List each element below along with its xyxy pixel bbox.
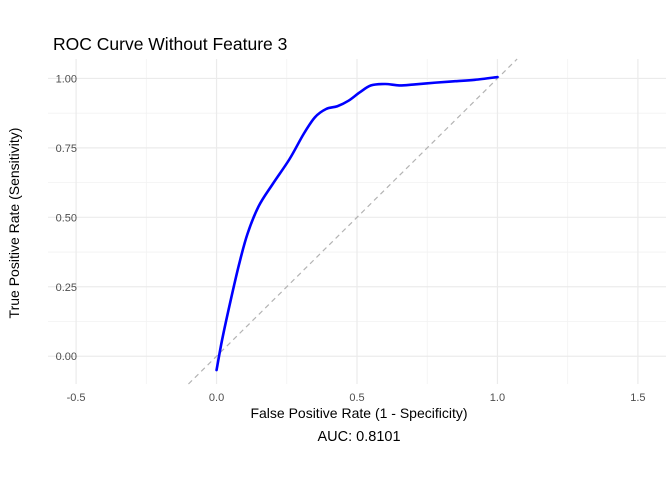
y-axis-ticks: 0.00 0.25 0.50 0.75 1.00	[56, 73, 77, 363]
y-tick-label: 0.50	[56, 212, 77, 224]
x-axis-title: False Positive Rate (1 - Specificity)	[250, 405, 467, 421]
y-tick-label: 1.00	[56, 73, 77, 85]
x-axis-ticks: -0.5 0.0 0.5 1.0 1.5	[67, 392, 646, 404]
x-tick-label: -0.5	[67, 392, 86, 404]
x-tick-label: 0.0	[209, 392, 224, 404]
diagonal-reference-line	[188, 58, 518, 385]
x-tick-label: 0.5	[349, 392, 364, 404]
x-tick-label: 1.5	[630, 392, 645, 404]
roc-curve-series	[215, 75, 499, 372]
auc-caption: AUC: 0.8101	[317, 429, 400, 445]
y-tick-label: 0.25	[56, 282, 77, 294]
x-tick-label: 1.0	[490, 392, 505, 404]
chart-title: ROC Curve Without Feature 3	[53, 34, 287, 54]
grid-lines	[48, 59, 666, 384]
y-axis-title: True Positive Rate (Sensitivity)	[6, 128, 22, 319]
y-tick-label: 0.00	[56, 351, 77, 363]
y-tick-label: 0.75	[56, 143, 77, 155]
